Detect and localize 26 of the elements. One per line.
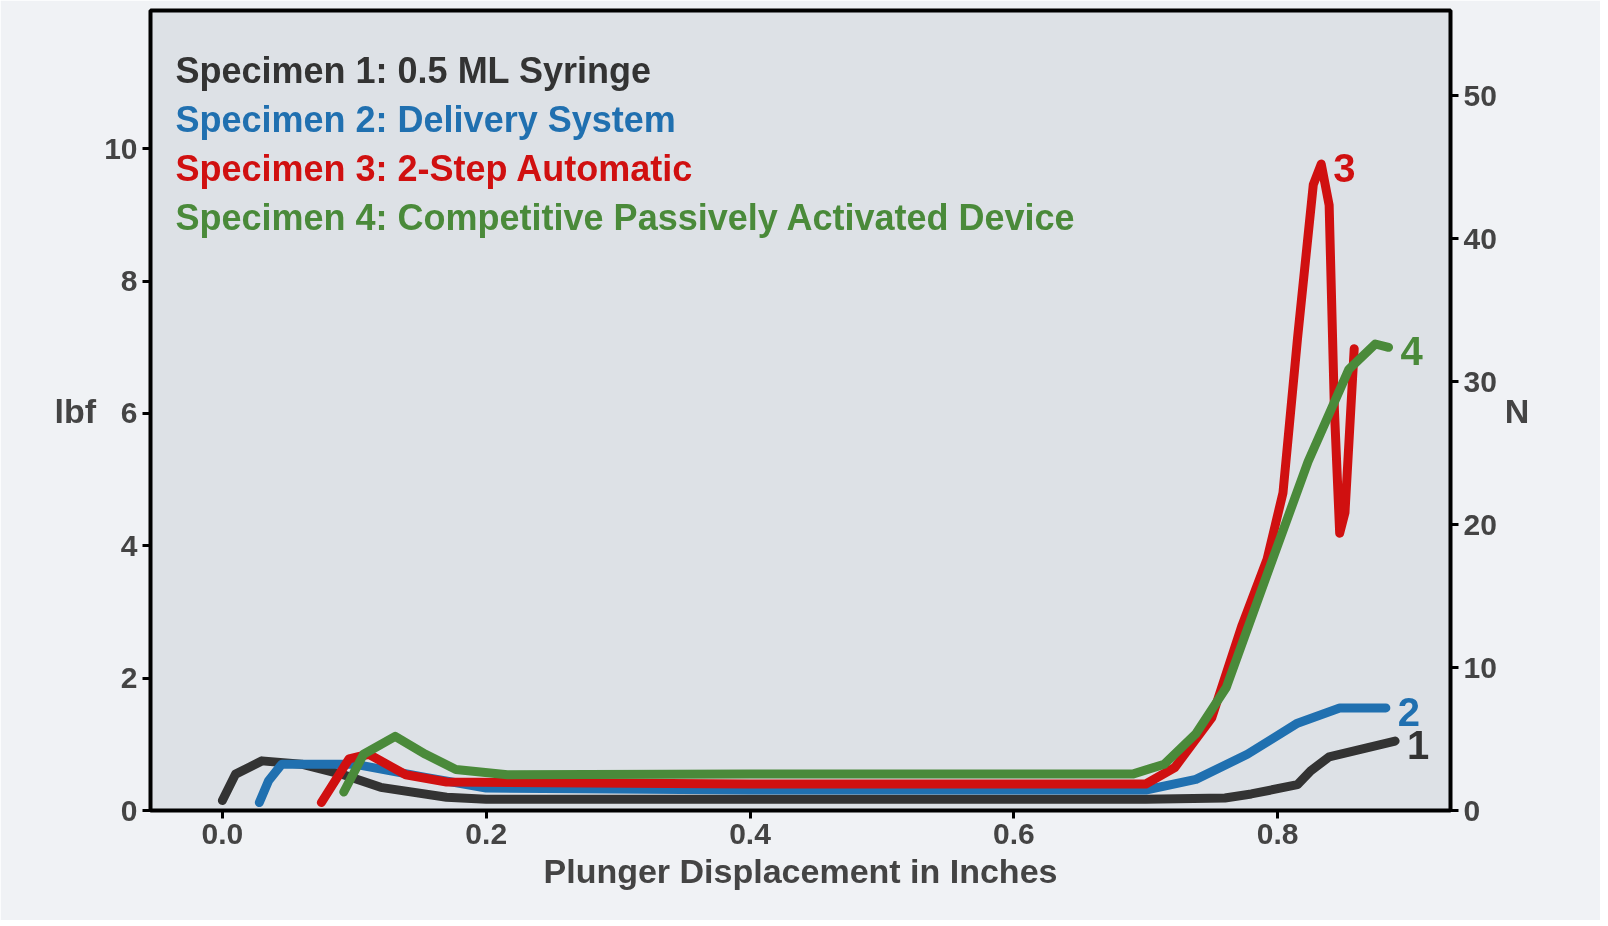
x-tick-label: 0.6 [993, 816, 1035, 850]
text: Specimen 4: Competitive Passively Activated Device [175, 196, 1075, 238]
annotation: 4 [1400, 329, 1424, 374]
x-tick-label: 0.0 [201, 816, 244, 850]
y2-tick-label: 30 [1463, 364, 1497, 398]
y2-tick-label: 20 [1463, 507, 1497, 541]
y-tick-label: 0 [120, 793, 138, 827]
y-tick-label: 8 [120, 264, 138, 298]
x-tick-label: 0.2 [465, 816, 508, 850]
y2-tick-label: 40 [1463, 221, 1497, 255]
y-tick-label: 4 [120, 528, 138, 562]
y2-tick-label: 50 [1463, 78, 1497, 112]
text: Specimen 3: 2-Step Automatic [175, 147, 693, 189]
y-tick-label: 2 [120, 661, 138, 695]
x-tick-label: 0.8 [1256, 816, 1299, 850]
annotation: 3 [1333, 146, 1356, 191]
y2-axis-title: N [1504, 391, 1530, 430]
x-axis-title: Plunger Displacement in Inches [543, 851, 1058, 890]
y-tick-label: 10 [104, 131, 138, 165]
y-tick-label: 6 [120, 396, 138, 430]
y2-tick-label: 0 [1463, 793, 1481, 827]
y-axis-title: lbf [54, 391, 97, 430]
y2-tick-label: 10 [1463, 650, 1497, 684]
text: Specimen 2: Delivery System [175, 98, 676, 140]
x-tick-label: 0.4 [729, 816, 772, 850]
text: Specimen 1: 0.5 ML Syringe [175, 49, 652, 91]
